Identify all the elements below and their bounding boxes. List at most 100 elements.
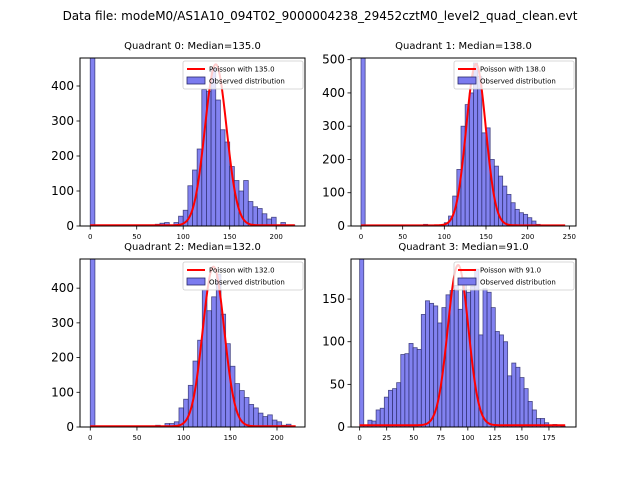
x-tick-label: 150 <box>515 434 528 442</box>
histogram-bar <box>515 366 521 427</box>
histogram-bar <box>477 75 483 226</box>
legend-label-poisson: Poisson with 135.0 <box>209 66 275 74</box>
x-tick-label: 50 <box>132 233 141 241</box>
panel-title: Quadrant 0: Median=135.0 <box>124 41 261 52</box>
y-tick-label: 200 <box>51 351 74 365</box>
histogram-bar <box>267 414 273 427</box>
y-tick-label: 400 <box>51 79 74 93</box>
x-tick-label: 100 <box>177 233 190 241</box>
histogram-bar <box>396 382 402 427</box>
legend: Poisson with 135.0 Observed distribution <box>182 60 304 90</box>
legend-label-observed: Observed distribution <box>480 279 556 287</box>
histogram-bar <box>437 322 443 427</box>
x-tick-label: 250 <box>563 233 576 241</box>
histogram-bar <box>400 354 406 427</box>
poisson-curve <box>90 63 295 226</box>
x-tick-label: 75 <box>436 434 445 442</box>
y-tick-label: 100 <box>322 186 345 200</box>
x-tick-label: 0 <box>88 434 92 442</box>
poisson-curve <box>90 265 296 427</box>
histogram-bar <box>253 407 259 427</box>
plot-area <box>89 58 296 226</box>
x-tick-label: 100 <box>461 434 474 442</box>
histogram-bar <box>404 353 410 427</box>
y-tick-label: 300 <box>51 114 74 128</box>
x-tick-label: 0 <box>88 233 92 241</box>
legend-box <box>453 261 575 291</box>
legend: Poisson with 91.0 Observed distribution <box>453 261 575 291</box>
y-tick-label: 100 <box>51 184 74 198</box>
x-tick-label: 25 <box>382 434 391 442</box>
y-tick-label: 0 <box>337 219 345 233</box>
y-tick-label: 0 <box>66 219 74 233</box>
axes-frame <box>79 258 306 428</box>
histogram-bar <box>518 212 524 226</box>
x-tick-label: 0 <box>359 233 363 241</box>
x-tick-label: 200 <box>269 233 282 241</box>
y-tick-label: 150 <box>322 292 345 306</box>
legend-label-observed: Observed distribution <box>209 279 285 287</box>
y-tick-label: 100 <box>51 385 74 399</box>
histogram-bar <box>468 92 474 226</box>
y-tick-label: 200 <box>51 149 74 163</box>
figure-suptitle: Data file: modeM0/AS1A10_094T02_90000042… <box>63 9 578 23</box>
histogram-bar <box>494 331 500 427</box>
x-tick-label: 50 <box>398 233 407 241</box>
x-tick-label: 175 <box>542 434 555 442</box>
histogram-bar <box>388 389 393 427</box>
legend-bar-swatch <box>186 277 206 286</box>
quadrant-3-panel: Quadrant 3: Median=91.0 0 50 100 150 0 25 50 75 1… <box>322 242 577 442</box>
histogram-bar <box>510 202 516 226</box>
x-tick-label: 50 <box>132 434 141 442</box>
histogram-bar <box>164 222 170 226</box>
x-tick-label: 200 <box>270 434 283 442</box>
histogram-bar <box>276 421 283 427</box>
axes-frame <box>79 57 306 227</box>
y-tick-label: 50 <box>330 377 345 391</box>
histogram-bar <box>420 314 426 427</box>
histogram-bar <box>89 259 96 427</box>
histogram-bar <box>252 206 258 226</box>
y-tick-label: 0 <box>337 420 345 434</box>
legend-box <box>182 60 304 90</box>
histogram-bar <box>248 404 255 427</box>
panel-title: Quadrant 3: Median=91.0 <box>398 242 528 253</box>
quadrant-0-panel: Quadrant 0: Median=135.0 0 100 200 300 400 0 50… <box>51 41 306 241</box>
axes-frame <box>350 258 577 428</box>
legend-bar-swatch <box>186 76 206 85</box>
legend-label-observed: Observed distribution <box>209 78 285 86</box>
axes-frame <box>350 57 577 227</box>
x-tick-label: 100 <box>438 233 451 241</box>
histogram-bar <box>453 285 459 427</box>
quadrant-1-panel: Quadrant 1: Median=138.00100200300400500… <box>322 41 577 241</box>
histogram-bar <box>247 201 254 226</box>
histogram-bar <box>219 129 226 226</box>
histogram-bar <box>506 193 512 226</box>
histogram-bar <box>425 300 430 427</box>
x-tick-label: 150 <box>223 233 236 241</box>
histogram-bar <box>211 296 217 427</box>
quadrant-2-panel: Quadrant 2: Median=132.0 0 100 200 300 400 0 50… <box>51 242 306 442</box>
histogram-bar <box>359 259 365 427</box>
histogram-bar <box>243 397 250 427</box>
histogram-bar <box>379 407 385 427</box>
histogram-bar <box>502 185 508 226</box>
legend: Poisson with 132.0 Observed distribution <box>182 261 304 291</box>
legend-box <box>182 261 304 291</box>
histogram-bar <box>507 375 513 427</box>
histogram-bar <box>392 388 398 427</box>
histogram-bar <box>531 220 537 226</box>
legend-label-observed: Observed distribution <box>480 78 556 86</box>
legend: Poisson with 138.0 Observed distribution <box>453 60 575 90</box>
histogram-bar <box>271 216 277 226</box>
y-tick-label: 100 <box>322 335 345 349</box>
y-tick-label: 200 <box>322 152 345 166</box>
histogram-bar <box>523 213 529 226</box>
histogram-bar <box>503 341 509 427</box>
histogram-bar <box>481 132 487 226</box>
y-tick-label: 300 <box>322 119 345 133</box>
histogram-bar <box>482 288 488 427</box>
histogram-bar <box>449 290 455 427</box>
x-tick-label: 125 <box>488 434 501 442</box>
